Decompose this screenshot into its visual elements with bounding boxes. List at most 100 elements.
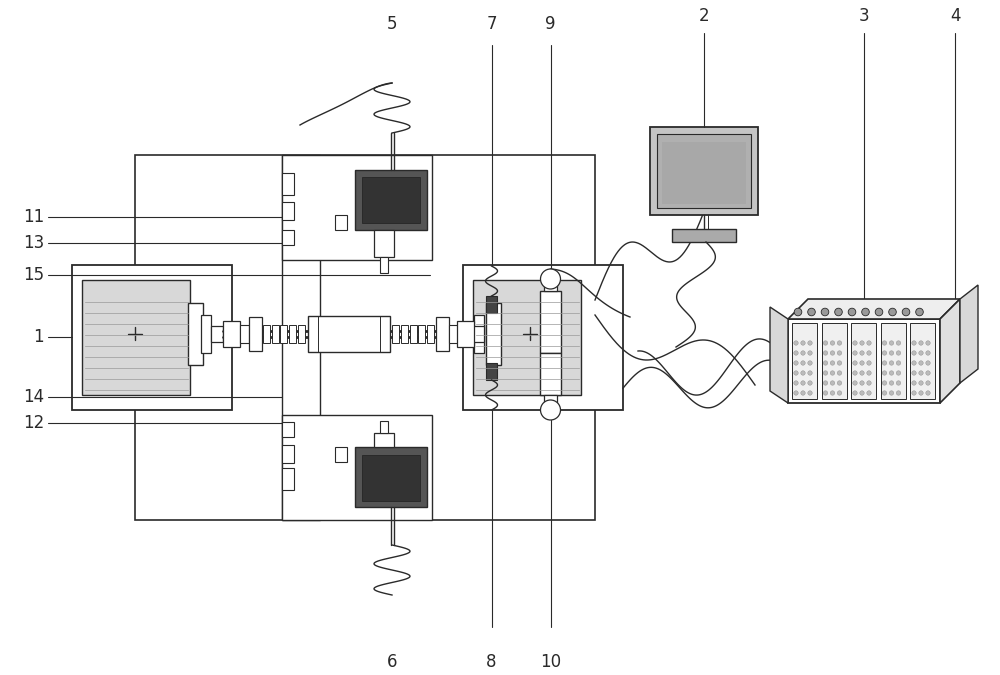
Circle shape [867,391,871,395]
Circle shape [926,361,930,365]
Circle shape [540,269,560,289]
Polygon shape [788,299,960,319]
Circle shape [926,341,930,345]
Bar [374,433,394,447]
Text: 3: 3 [859,7,869,25]
Circle shape [889,351,894,355]
Bar [662,142,746,204]
Circle shape [837,381,842,385]
Bar [335,215,347,230]
Circle shape [889,381,894,385]
Bar [280,325,287,343]
Bar [788,319,940,403]
Bar [355,447,427,507]
Circle shape [821,308,829,316]
Circle shape [912,391,916,395]
Bar [486,363,497,380]
Bar [335,447,347,462]
Circle shape [882,391,887,395]
Circle shape [916,308,923,316]
Circle shape [823,341,828,345]
Text: 11: 11 [23,208,44,226]
Circle shape [801,391,805,395]
Circle shape [902,308,910,316]
Polygon shape [940,299,960,403]
Circle shape [919,351,923,355]
Circle shape [808,351,812,355]
Circle shape [794,351,798,355]
Circle shape [882,351,887,355]
Bar [308,316,390,352]
Circle shape [896,391,901,395]
Circle shape [823,381,828,385]
Circle shape [860,341,864,345]
Circle shape [823,351,828,355]
Bar [657,134,751,208]
Circle shape [867,341,871,345]
Circle shape [801,351,805,355]
Text: 2: 2 [699,7,709,25]
Bar [401,325,408,343]
Circle shape [919,371,923,375]
Text: 10: 10 [540,653,561,671]
Circle shape [882,361,887,365]
Text: 4: 4 [950,7,960,25]
Text: 7: 7 [486,15,497,33]
Bar [457,321,474,347]
Bar [282,468,294,490]
Bar [282,173,294,195]
Circle shape [912,371,916,375]
Circle shape [896,371,901,375]
Bar [362,177,420,223]
Bar [449,325,458,343]
Text: 9: 9 [545,15,556,33]
Circle shape [926,351,930,355]
Circle shape [867,381,871,385]
Circle shape [926,381,930,385]
Bar [474,315,484,353]
Bar [211,326,223,342]
Bar [436,317,449,351]
Circle shape [919,391,923,395]
Bar [822,323,846,399]
Bar [72,265,232,410]
Circle shape [896,341,901,345]
Bar [82,280,190,395]
Circle shape [801,341,805,345]
Circle shape [896,361,901,365]
Bar [392,325,399,343]
Circle shape [794,341,798,345]
Bar [282,155,320,520]
Bar [282,422,294,437]
Text: 12: 12 [23,414,44,432]
Circle shape [926,371,930,375]
Circle shape [837,391,842,395]
Circle shape [867,351,871,355]
Circle shape [801,371,805,375]
Circle shape [853,341,857,345]
Circle shape [835,308,842,316]
Circle shape [853,351,857,355]
Circle shape [830,341,835,345]
Circle shape [540,400,560,420]
Bar [672,229,736,242]
Circle shape [801,361,805,365]
Bar [380,421,388,433]
Circle shape [823,391,828,395]
Bar [223,321,240,347]
Circle shape [882,381,887,385]
Circle shape [853,371,857,375]
Circle shape [860,391,864,395]
Circle shape [889,391,894,395]
Circle shape [875,308,883,316]
Circle shape [889,308,896,316]
Circle shape [801,381,805,385]
Bar [263,325,270,343]
Circle shape [848,308,856,316]
Bar [201,315,211,353]
Circle shape [896,351,901,355]
Bar [282,415,432,520]
Bar [374,230,394,257]
Bar [355,170,427,230]
Circle shape [912,361,916,365]
